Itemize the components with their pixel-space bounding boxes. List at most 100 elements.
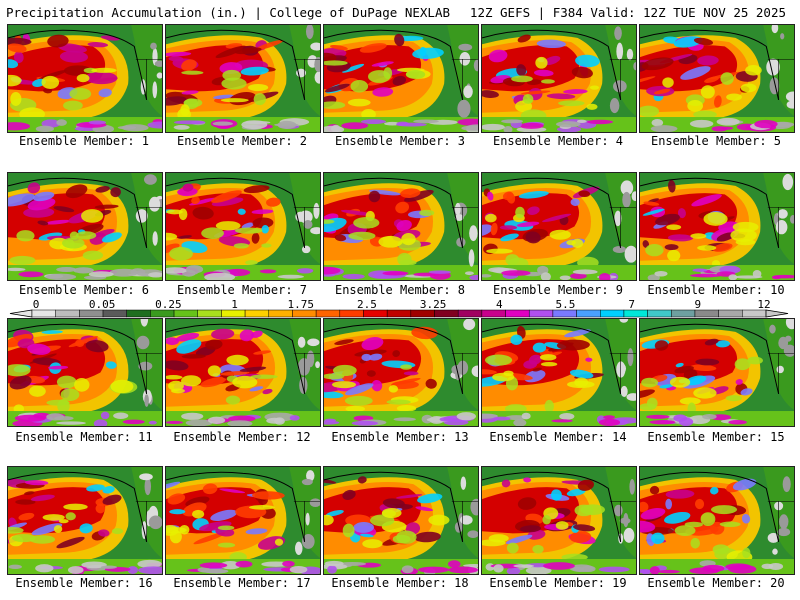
- precip-map: [166, 467, 320, 574]
- colorbar-tick-label: 3.25: [419, 298, 447, 311]
- member-map: [481, 318, 637, 427]
- colorbar-swatch: [457, 309, 483, 318]
- colorbar-swatch: [386, 309, 412, 318]
- member-map: [323, 466, 479, 575]
- precip-map: [640, 25, 794, 132]
- colorbar-swatch: [552, 309, 577, 318]
- member-map: [7, 466, 163, 575]
- member-label: Ensemble Member: 20: [647, 576, 785, 590]
- colorbar-tick-label: 12: [757, 298, 771, 311]
- member-label: Ensemble Member: 17: [173, 576, 311, 590]
- member-map: [323, 24, 479, 133]
- colorbar-swatch: [576, 309, 601, 318]
- colorbar-tick-label: 2.5: [356, 298, 377, 311]
- member-map: [7, 318, 163, 427]
- precip-map: [640, 319, 794, 426]
- colorbar-swatch: [528, 309, 554, 318]
- member-label: Ensemble Member: 16: [15, 576, 153, 590]
- precip-map: [8, 25, 162, 132]
- member-map: [639, 24, 795, 133]
- colorbar-tick-label: 0: [32, 298, 40, 311]
- colorbar-swatch: [694, 309, 719, 318]
- member-label: Ensemble Member: 19: [489, 576, 627, 590]
- member-label: Ensemble Member: 9: [492, 283, 624, 297]
- colorbar-swatch: [410, 309, 435, 318]
- precip-map: [324, 467, 478, 574]
- member-label: Ensemble Member: 11: [15, 430, 153, 444]
- colorbar-swatch: [647, 309, 672, 318]
- member-label: Ensemble Member: 6: [18, 283, 150, 297]
- member-label: Ensemble Member: 10: [647, 283, 785, 297]
- member-label: Ensemble Member: 4: [492, 134, 624, 148]
- colorbar-swatch: [150, 309, 175, 318]
- colorbar-swatch: [173, 309, 198, 318]
- precip-map: [8, 173, 162, 280]
- member-label: Ensemble Member: 18: [331, 576, 469, 590]
- colorbar-swatch: [31, 309, 56, 318]
- member-label: Ensemble Member: 5: [650, 134, 782, 148]
- colorbar-swatch: [55, 309, 80, 318]
- precip-map: [166, 319, 320, 426]
- member-map: [165, 318, 321, 427]
- colorbar-tick-label: 1: [231, 298, 238, 311]
- colorbar-max-arrow: [765, 309, 789, 318]
- colorbar-swatch: [221, 309, 246, 318]
- member-map: [165, 172, 321, 281]
- member-map: [481, 24, 637, 133]
- colorbar-swatch: [481, 309, 506, 318]
- colorbar-tick-label: 0.05: [88, 298, 116, 311]
- member-label: Ensemble Member: 7: [176, 283, 308, 297]
- member-map: [7, 172, 163, 281]
- colorbar-tick-label: 1.75: [287, 298, 314, 311]
- precip-map: [482, 25, 636, 132]
- colorbar-swatch: [434, 309, 459, 318]
- colorbar-tick-label: 9: [694, 298, 702, 311]
- member-map: [165, 466, 321, 575]
- colorbar-swatch: [197, 309, 222, 318]
- colorbar-swatch: [671, 309, 696, 318]
- member-label: Ensemble Member: 8: [334, 283, 466, 297]
- member-map: [639, 172, 795, 281]
- colorbar-swatch: [244, 309, 270, 318]
- precip-map: [324, 173, 478, 280]
- member-label: Ensemble Member: 12: [173, 430, 311, 444]
- precip-map: [324, 25, 478, 132]
- colorbar-min-arrow: [9, 309, 33, 318]
- member-label: Ensemble Member: 1: [18, 134, 150, 148]
- member-label: Ensemble Member: 3: [334, 134, 466, 148]
- colorbar-tick-label: 4: [495, 298, 503, 311]
- member-label: Ensemble Member: 15: [647, 430, 785, 444]
- precip-map: [324, 319, 478, 426]
- precip-map: [482, 467, 636, 574]
- colorbar-swatch: [315, 309, 341, 318]
- colorbar-swatch: [126, 309, 151, 318]
- header: Precipitation Accumulation (in.) | Colle…: [0, 0, 800, 22]
- precip-map: [8, 319, 162, 426]
- member-map: [639, 466, 795, 575]
- member-map: [481, 172, 637, 281]
- member-label: Ensemble Member: 14: [489, 430, 627, 444]
- precip-map: [482, 173, 636, 280]
- member-map: [639, 318, 795, 427]
- colorbar-tick-label: 7: [628, 298, 635, 311]
- member-map: [7, 24, 163, 133]
- colorbar-tick-label: 5.5: [555, 298, 576, 311]
- colorbar-swatch: [292, 309, 317, 318]
- colorbar-swatch: [742, 309, 767, 318]
- colorbar-swatch: [268, 309, 293, 318]
- colorbar-swatch: [339, 309, 364, 318]
- colorbar: [9, 309, 789, 318]
- colorbar-swatch: [718, 309, 743, 318]
- precip-map: [482, 319, 636, 426]
- member-map: [323, 318, 479, 427]
- colorbar-swatch: [623, 309, 648, 318]
- precip-map: [640, 173, 794, 280]
- member-map: [481, 466, 637, 575]
- member-map: [165, 24, 321, 133]
- precip-map: [166, 173, 320, 280]
- colorbar-tick-label: 0.25: [155, 298, 182, 311]
- precip-map: [166, 25, 320, 132]
- member-label: Ensemble Member: 2: [176, 134, 308, 148]
- colorbar-swatch: [79, 309, 104, 318]
- colorbar-swatch: [600, 309, 625, 318]
